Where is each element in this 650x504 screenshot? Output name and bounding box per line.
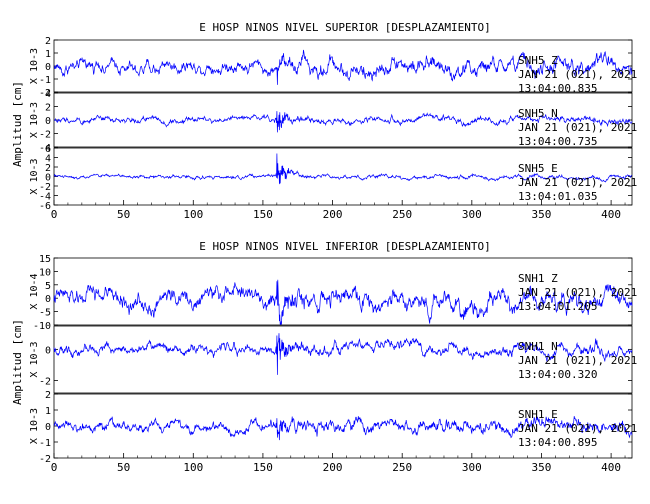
panel-frame <box>53 257 633 326</box>
y-tick-label: -2 <box>39 130 51 141</box>
unit-label: X 10-3 <box>29 341 40 377</box>
station-label: SNH1 Z <box>518 272 558 285</box>
y-tick-label: -4 <box>39 192 51 203</box>
station-label: SNH1 N <box>518 340 558 353</box>
ylabel-superior: Amplitud [cm] <box>11 81 24 167</box>
y-tick-label: -2 <box>39 454 51 465</box>
station-label: SNH5 E <box>518 162 558 175</box>
waveform-line <box>53 279 633 326</box>
y-tick-label: 1 <box>45 406 51 417</box>
y-tick-label: -2 <box>39 182 51 193</box>
x-tick-label: 50 <box>117 208 130 221</box>
station-label: SNH1 E <box>518 408 558 421</box>
time-label: 13:04:01.035 <box>518 190 597 203</box>
y-tick-label: -1 <box>39 438 51 449</box>
x-tick-label: 350 <box>532 208 552 221</box>
x-tick-label: 150 <box>253 461 273 474</box>
x-tick-label: 250 <box>392 208 412 221</box>
x-tick-label: 100 <box>183 461 203 474</box>
y-tick-label: -10 <box>33 321 51 332</box>
x-tick-label: 200 <box>323 461 343 474</box>
station-label: SNH5 N <box>518 107 558 120</box>
x-tick-label: 350 <box>532 461 552 474</box>
date-label: JAN 21 (021), 2021 <box>518 286 637 299</box>
unit-label: X 10-4 <box>29 273 40 309</box>
panel-frame <box>53 325 633 394</box>
time-label: 13:04:00.895 <box>518 436 597 449</box>
time-label: 13:04:00.320 <box>518 368 597 381</box>
y-tick-label: 5 <box>45 281 51 292</box>
y-tick-label: -6 <box>39 201 51 212</box>
y-tick-label: -2 <box>39 377 51 388</box>
y-tick-label: 10 <box>39 267 51 278</box>
waveform-line <box>53 416 633 441</box>
y-tick-label: -2 <box>39 88 51 99</box>
chart-title-superior: E HOSP NINOS NIVEL SUPERIOR [DESPLAZAMIE… <box>199 21 490 34</box>
ylabel-inferior: Amplitud [cm] <box>11 319 24 405</box>
unit-label: X 10-3 <box>29 102 40 138</box>
date-label: JAN 21 (021), 2021 <box>518 176 637 189</box>
x-tick-label: 400 <box>601 208 621 221</box>
x-axis-inferior: 0 50 100 150 200 250 300 350 400 <box>51 453 626 474</box>
y-tick-label: 4 <box>45 89 51 100</box>
time-label: 13:04:00.835 <box>518 82 597 95</box>
x-tick-label: 100 <box>183 208 203 221</box>
waveform-line <box>53 49 633 85</box>
y-tick-label: 2 <box>45 103 51 114</box>
y-tick-label: 0 <box>45 116 51 127</box>
y-tick-label: 1 <box>45 49 51 60</box>
x-tick-label: 300 <box>462 461 482 474</box>
x-tick-label: 300 <box>462 208 482 221</box>
y-tick-label: 0 <box>45 294 51 305</box>
date-label: JAN 21 (021), 2021 <box>518 354 637 367</box>
y-tick-label: 0 <box>45 422 51 433</box>
x-tick-label: 50 <box>117 461 130 474</box>
x-tick-label: 400 <box>601 461 621 474</box>
y-tick-label: 0 <box>45 62 51 73</box>
y-tick-label: 2 <box>45 36 51 47</box>
unit-label: X 10-3 <box>29 158 40 194</box>
waveform-line <box>53 111 633 133</box>
y-tick-label: -1 <box>39 75 51 86</box>
date-label: JAN 21 (021), 2021 <box>518 121 637 134</box>
waveform-line <box>53 333 633 375</box>
y-tick-label: -4 <box>39 143 51 154</box>
date-label: JAN 21 (021), 2021 <box>518 68 637 81</box>
unit-label: X 10-3 <box>29 48 40 84</box>
time-label: 13:04:01.205 <box>518 300 597 313</box>
station-label: SNH5 Z <box>518 54 558 67</box>
waveform-line <box>53 153 633 185</box>
x-tick-label: 200 <box>323 208 343 221</box>
chart-title-inferior: E HOSP NINOS NIVEL INFERIOR [DESPLAZAMIE… <box>199 240 490 253</box>
date-label: JAN 21 (021), 2021 <box>518 422 637 435</box>
y-tick-label: 0 <box>45 345 51 356</box>
y-tick-label: 4 <box>45 154 51 165</box>
x-tick-label: 0 <box>51 461 58 474</box>
y-tick-label: 2 <box>45 390 51 401</box>
y-tick-label: 15 <box>39 254 51 265</box>
time-label: 13:04:00.735 <box>518 135 597 148</box>
x-tick-label: 250 <box>392 461 412 474</box>
x-tick-label: 150 <box>253 208 273 221</box>
y-tick-label: 6 <box>45 144 51 155</box>
y-tick-label: -5 <box>39 308 51 319</box>
y-tick-label: 0 <box>45 173 51 184</box>
y-tick-label: 2 <box>45 163 51 174</box>
x-tick-label: 0 <box>51 208 58 221</box>
x-axis-superior: 0 50 100 150 200 250 300 350 400 <box>51 200 626 221</box>
unit-label: X 10-3 <box>29 408 40 444</box>
